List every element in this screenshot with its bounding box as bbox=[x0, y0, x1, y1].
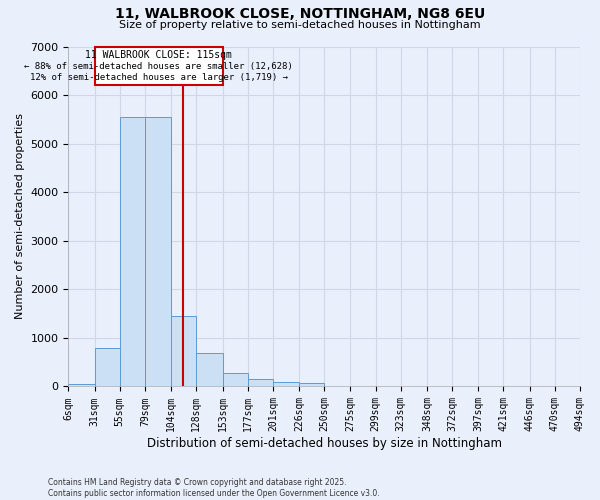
Bar bbox=[248, 379, 273, 386]
Bar bbox=[299, 383, 324, 386]
Bar bbox=[273, 382, 299, 386]
Bar bbox=[145, 117, 171, 386]
Y-axis label: Number of semi-detached properties: Number of semi-detached properties bbox=[15, 114, 25, 320]
Bar bbox=[171, 316, 196, 386]
Text: ← 88% of semi-detached houses are smaller (12,628): ← 88% of semi-detached houses are smalle… bbox=[24, 62, 293, 72]
Bar bbox=[68, 384, 95, 386]
Bar bbox=[223, 373, 248, 386]
Text: 11 WALBROOK CLOSE: 115sqm: 11 WALBROOK CLOSE: 115sqm bbox=[85, 50, 232, 60]
Bar bbox=[120, 117, 145, 386]
Text: Contains HM Land Registry data © Crown copyright and database right 2025.
Contai: Contains HM Land Registry data © Crown c… bbox=[48, 478, 380, 498]
Bar bbox=[196, 354, 223, 386]
X-axis label: Distribution of semi-detached houses by size in Nottingham: Distribution of semi-detached houses by … bbox=[147, 437, 502, 450]
Text: 11, WALBROOK CLOSE, NOTTINGHAM, NG8 6EU: 11, WALBROOK CLOSE, NOTTINGHAM, NG8 6EU bbox=[115, 8, 485, 22]
Text: Size of property relative to semi-detached houses in Nottingham: Size of property relative to semi-detach… bbox=[119, 20, 481, 30]
FancyBboxPatch shape bbox=[95, 48, 223, 86]
Bar bbox=[95, 348, 120, 387]
Text: 12% of semi-detached houses are larger (1,719) →: 12% of semi-detached houses are larger (… bbox=[29, 72, 287, 82]
